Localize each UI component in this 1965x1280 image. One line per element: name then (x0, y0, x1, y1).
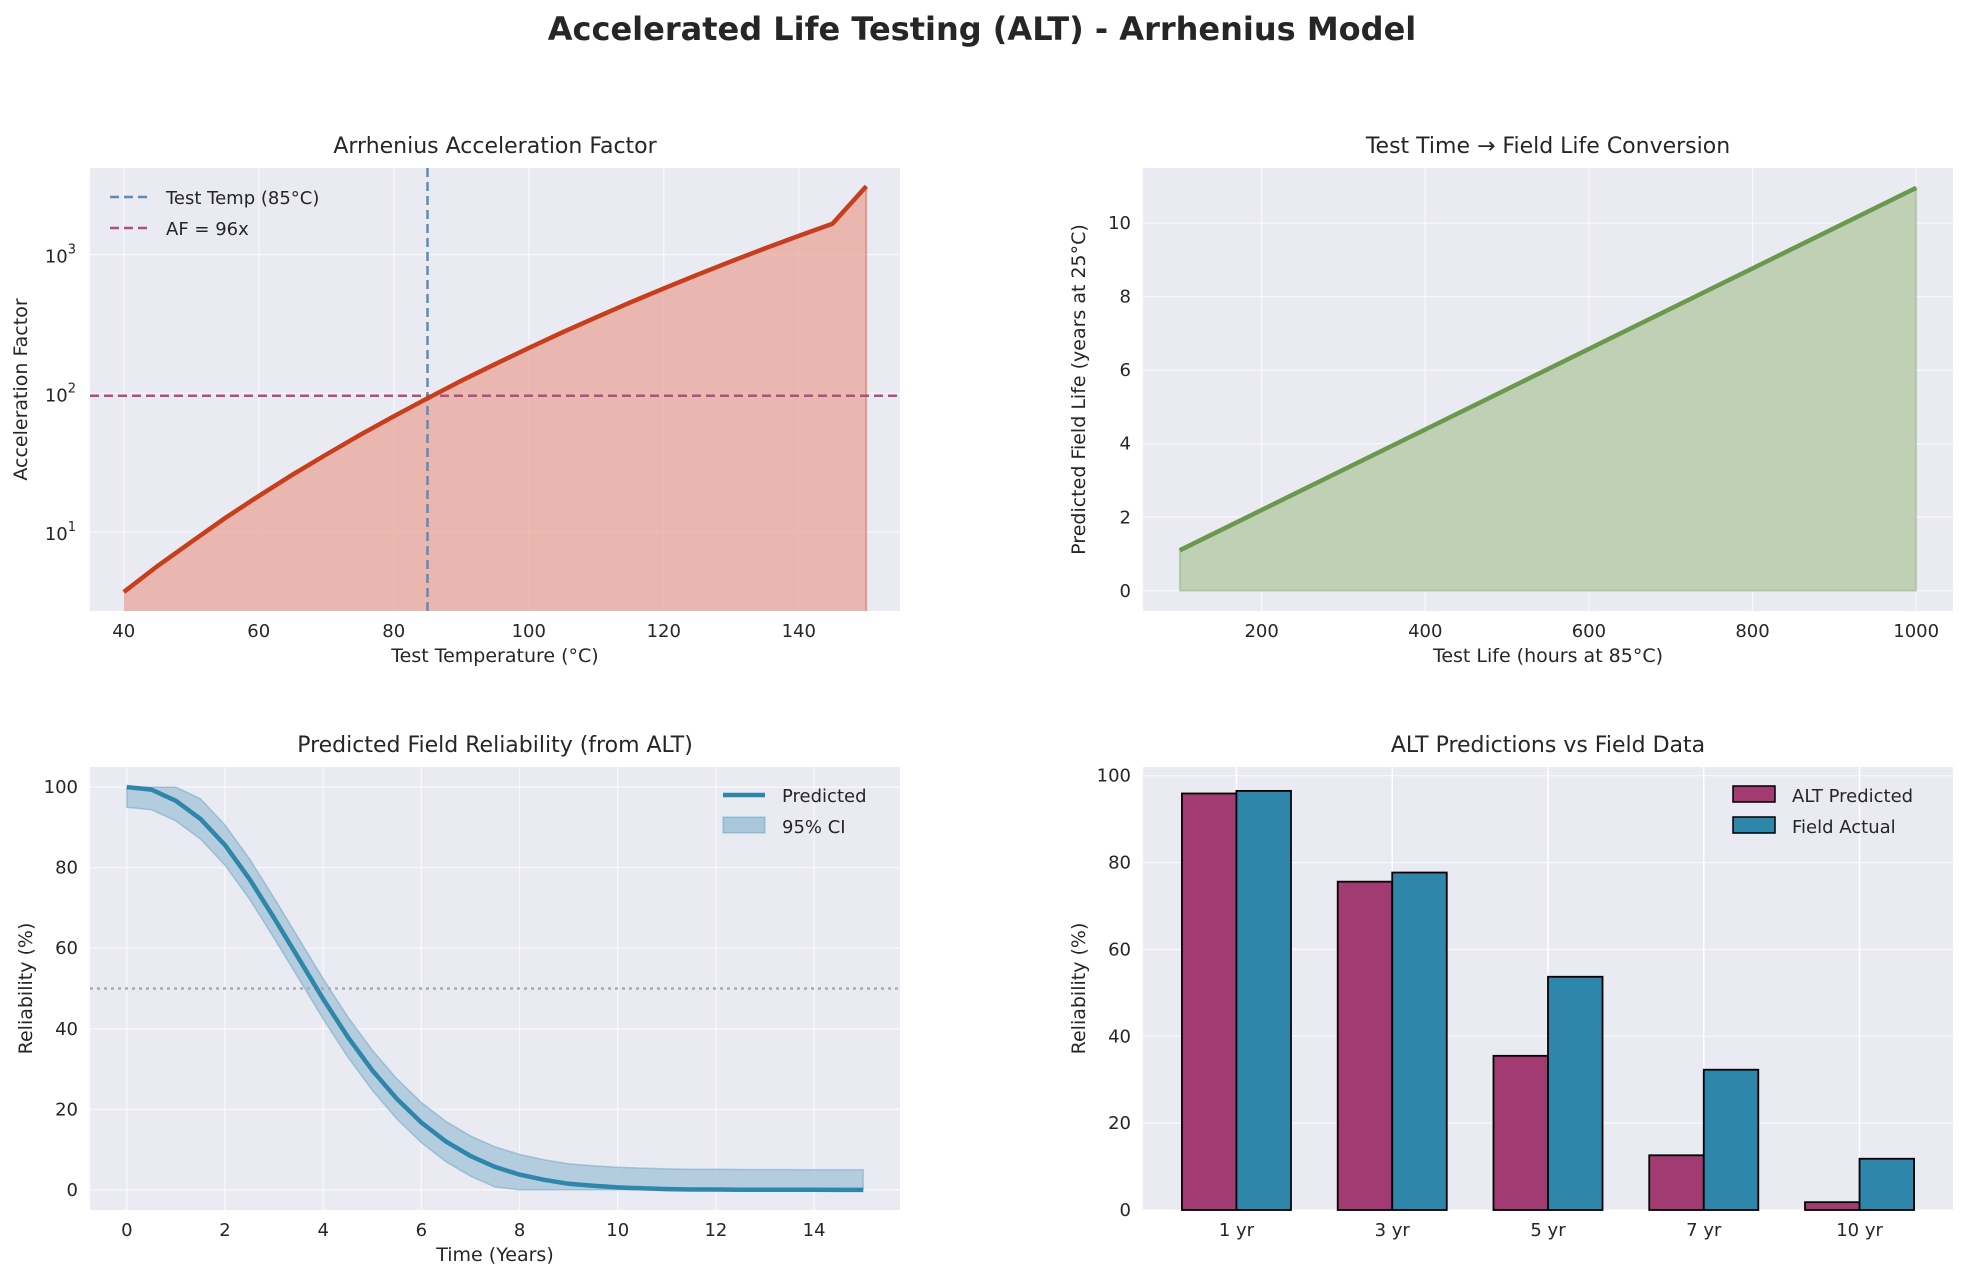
x-tick-label: 40 (112, 621, 135, 642)
legend-swatch-field (1732, 816, 1776, 834)
x-tick-label: 8 (514, 1220, 525, 1241)
y-tick-label: 10 (1108, 213, 1131, 234)
figure-suptitle: Accelerated Life Testing (ALT) - Arrheni… (548, 10, 1416, 48)
y-tick-label: 101 (45, 520, 76, 545)
x-tick-label: 14 (803, 1220, 826, 1241)
y-tick-label: 8 (1120, 287, 1131, 308)
x-tick-label: 400 (1408, 621, 1442, 642)
legend: ALT Predicted Field Actual (1732, 785, 1913, 838)
x-tick-label: 3 yr (1375, 1220, 1411, 1241)
x-tick-label: 100 (512, 621, 546, 642)
x-tick-label: 5 yr (1530, 1220, 1566, 1241)
bar-field-actual (1235, 789, 1292, 1211)
chart-title: Predicted Field Reliability (from ALT) (297, 733, 693, 758)
conversion-line (1178, 185, 1918, 553)
bar-field-actual (1391, 871, 1448, 1211)
legend: Predicted 95% CI (722, 786, 867, 838)
panel-3: Predicted Field Reliability (from ALT) Ti… (15, 733, 900, 1266)
legend-swatch-alt (1732, 785, 1776, 803)
predicted-curve (126, 784, 864, 1193)
af-curve (122, 184, 868, 594)
y-tick-label: 80 (1108, 853, 1131, 874)
x-tick-label: 12 (704, 1220, 727, 1241)
x-tick-label: 200 (1244, 621, 1278, 642)
x-axis-label: Time (Years) (435, 1244, 554, 1266)
af-area (123, 186, 867, 611)
legend-label: Field Actual (1792, 817, 1896, 838)
y-tick-label: 100 (1097, 766, 1131, 787)
y-tick-label: 100 (44, 777, 78, 798)
x-tick-label: 7 yr (1686, 1220, 1722, 1241)
legend: Test Temp (85°C) AF = 96x (110, 188, 319, 240)
legend-label: Test Temp (85°C) (165, 188, 319, 209)
y-axis-label: Acceleration Factor (10, 298, 32, 480)
x-tick-label: 0 (121, 1220, 132, 1241)
y-tick-label: 60 (55, 938, 78, 959)
y-tick-label: 0 (1120, 581, 1131, 602)
y-tick-label: 4 (1120, 434, 1131, 455)
x-tick-label: 1000 (1893, 621, 1939, 642)
x-axis-label: Test Life (hours at 85°C) (1432, 645, 1663, 667)
y-tick-label: 20 (55, 1099, 78, 1120)
x-axis-label: Test Temperature (°C) (390, 645, 598, 667)
x-tick-label: 80 (382, 621, 405, 642)
chart-title: ALT Predictions vs Field Data (1391, 733, 1705, 758)
y-axis-label: Reliability (%) (1068, 923, 1090, 1055)
bar-alt-predicted (1181, 792, 1238, 1211)
x-tick-label: 2 (219, 1220, 230, 1241)
bar-field-actual (1858, 1157, 1915, 1211)
bar-alt-predicted (1804, 1201, 1861, 1211)
y-axis-label: Predicted Field Life (years at 25°C) (1068, 224, 1090, 555)
bar-alt-predicted (1492, 1054, 1549, 1211)
x-tick-label: 10 (606, 1220, 629, 1241)
panel-1: Arrhenius Acceleration Factor Test Temper… (10, 134, 900, 667)
y-tick-label: 0 (67, 1180, 78, 1201)
y-tick-label: 20 (1108, 1113, 1131, 1134)
bar-field-actual (1547, 975, 1604, 1211)
bar-field-actual (1702, 1068, 1760, 1211)
y-tick-label: 0 (1120, 1200, 1131, 1221)
x-tick-label: 1 yr (1219, 1220, 1255, 1241)
y-tick-label: 2 (1120, 507, 1131, 528)
y-tick-label: 80 (55, 858, 78, 879)
x-tick-label: 800 (1735, 621, 1769, 642)
chart-title: Arrhenius Acceleration Factor (333, 134, 657, 159)
y-tick-label: 40 (1108, 1026, 1131, 1047)
y-axis-label: Reliability (%) (15, 923, 37, 1055)
x-tick-label: 6 (416, 1220, 427, 1241)
legend-label: 95% CI (782, 817, 846, 838)
legend-swatch-ci (722, 816, 766, 834)
y-tick-label: 60 (1108, 939, 1131, 960)
y-tick-label: 103 (45, 243, 76, 268)
panel-4: ALT Predictions vs Field Data Reliability… (1068, 733, 1953, 1241)
legend-label: ALT Predicted (1792, 786, 1913, 807)
chart-title: Test Time → Field Life Conversion (1365, 134, 1730, 159)
bar-alt-predicted (1648, 1154, 1705, 1211)
x-tick-label: 60 (247, 621, 270, 642)
legend-label: Predicted (782, 786, 867, 807)
y-tick-label: 102 (45, 381, 76, 406)
legend-label: AF = 96x (166, 219, 249, 240)
x-tick-label: 4 (317, 1220, 328, 1241)
y-tick-label: 6 (1120, 360, 1131, 381)
bar-alt-predicted (1336, 880, 1394, 1211)
y-tick-label: 40 (55, 1019, 78, 1040)
x-tick-label: 140 (782, 621, 816, 642)
x-tick-label: 10 yr (1836, 1220, 1883, 1241)
x-tick-label: 120 (647, 621, 681, 642)
panel-2: Test Time → Field Life Conversion Test Li… (1068, 134, 1953, 667)
x-tick-label: 600 (1572, 621, 1606, 642)
